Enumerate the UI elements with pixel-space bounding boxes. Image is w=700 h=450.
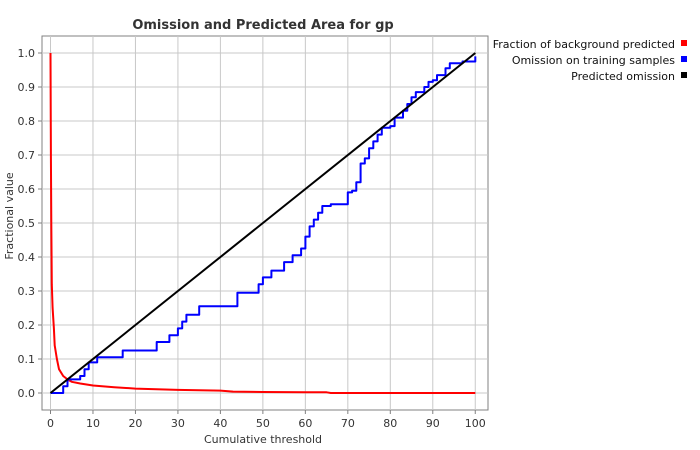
x-tick-label: 10 xyxy=(86,417,100,430)
legend: Fraction of background predicted Omission… xyxy=(493,38,687,83)
x-axis-label: Cumulative threshold xyxy=(204,433,322,446)
series-layer xyxy=(49,52,477,394)
x-tick-label: 30 xyxy=(171,417,185,430)
grid xyxy=(42,36,488,410)
y-axis-label: Fractional value xyxy=(3,172,16,259)
x-tick-label: 40 xyxy=(213,417,227,430)
legend-swatch xyxy=(681,56,687,62)
axes: 0 10 20 30 40 50 60 70 80 90 100 0.0 0.1 0.2 0.3 0.4 0.5… xyxy=(18,47,486,430)
legend-swatch xyxy=(681,72,687,78)
y-tick-label: 1.0 xyxy=(18,47,36,60)
x-tick-label: 50 xyxy=(256,417,270,430)
x-tick-label: 90 xyxy=(426,417,440,430)
y-tick-label: 0.5 xyxy=(18,217,36,230)
y-tick-label: 0.0 xyxy=(18,387,36,400)
y-tick-label: 0.7 xyxy=(18,149,36,162)
y-tick-label: 0.1 xyxy=(18,353,36,366)
legend-label: Predicted omission xyxy=(571,70,675,83)
x-tick-label: 100 xyxy=(465,417,486,430)
y-tick-label: 0.4 xyxy=(18,251,36,264)
legend-label: Omission on training samples xyxy=(512,54,675,67)
x-tick-label: 60 xyxy=(298,417,312,430)
series-line-0 xyxy=(49,52,476,394)
series-line-2 xyxy=(49,52,476,394)
legend-label: Fraction of background predicted xyxy=(493,38,675,51)
x-tick-label: 0 xyxy=(47,417,54,430)
y-tick-label: 0.2 xyxy=(18,319,36,332)
x-tick-label: 70 xyxy=(341,417,355,430)
y-tick-label: 0.9 xyxy=(18,81,36,94)
series-line-1 xyxy=(50,56,477,394)
y-tick-label: 0.8 xyxy=(18,115,36,128)
y-tick-label: 0.3 xyxy=(18,285,36,298)
x-tick-label: 80 xyxy=(383,417,397,430)
x-tick-label: 20 xyxy=(128,417,142,430)
chart-title: Omission and Predicted Area for gp xyxy=(132,18,393,33)
legend-swatch xyxy=(681,40,687,46)
y-tick-label: 0.6 xyxy=(18,183,36,196)
